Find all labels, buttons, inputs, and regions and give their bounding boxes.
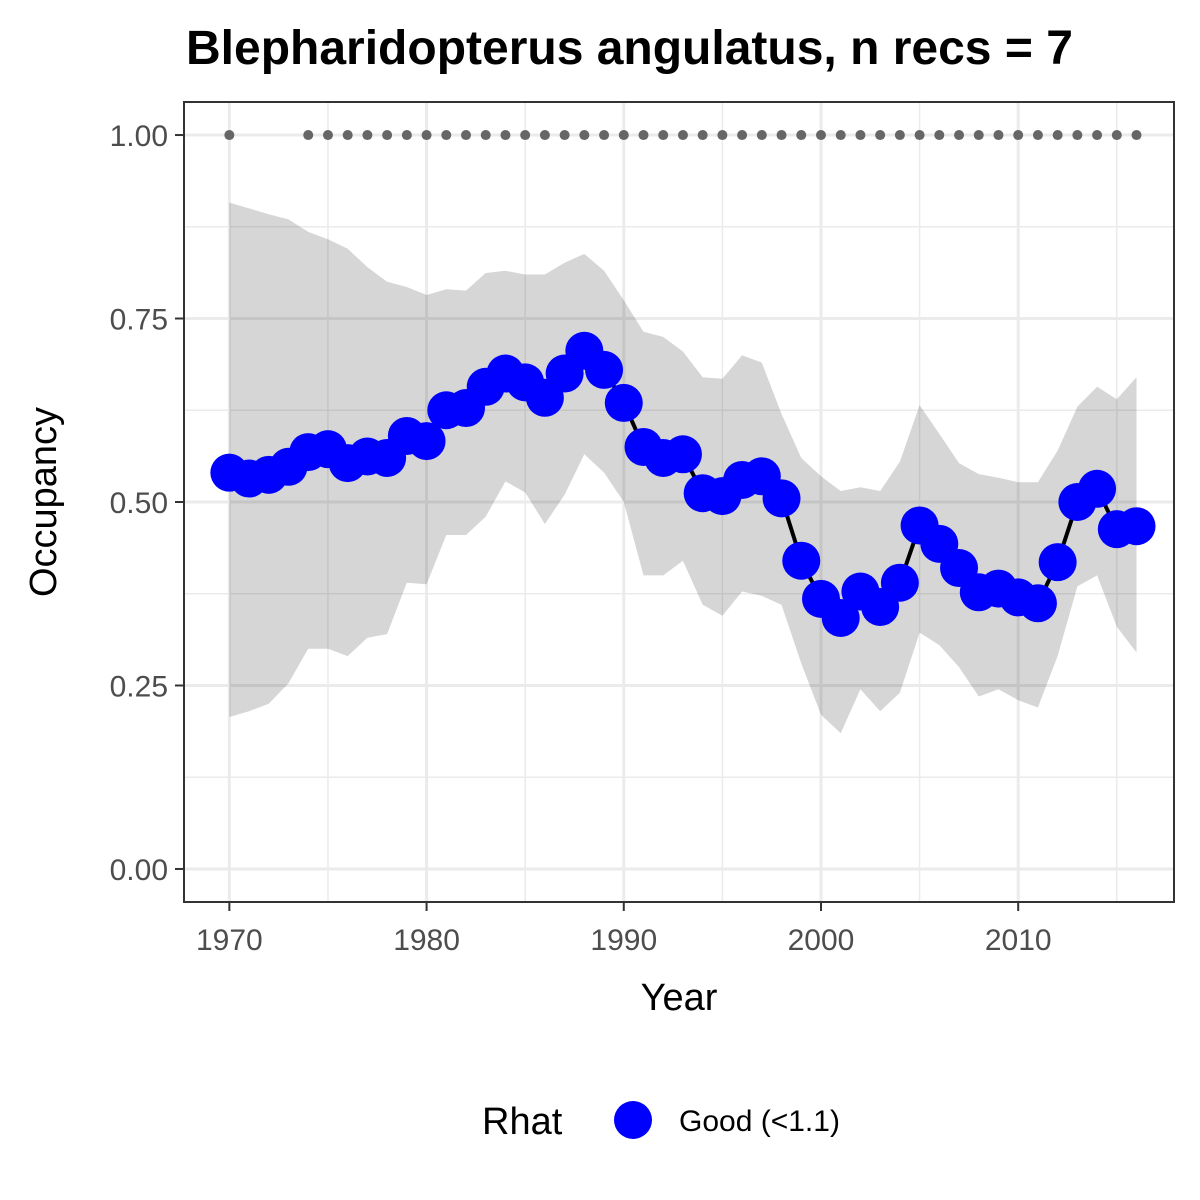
occupancy-point xyxy=(762,479,801,518)
y-tick-label: 0.50 xyxy=(110,487,168,520)
record-year-dot xyxy=(894,130,905,141)
record-year-dot xyxy=(480,130,491,141)
record-year-dot xyxy=(1032,130,1043,141)
occupancy-point xyxy=(585,350,624,389)
y-tick-label: 0.75 xyxy=(110,304,168,337)
axes: 1970 1980 1990 2000 2010 0.00 0.25 0.50 0.75 1.00 xyxy=(110,120,1052,957)
record-year-dot xyxy=(539,130,550,141)
record-year-dot xyxy=(973,130,984,141)
record-year-dot xyxy=(914,130,925,141)
record-year-dot xyxy=(1052,130,1063,141)
record-year-dot xyxy=(1072,130,1083,141)
occupancy-point xyxy=(1038,543,1077,582)
chart-title: Blepharidopterus angulatus, n recs = 7 xyxy=(186,22,1073,75)
record-year-dot xyxy=(1013,130,1024,141)
record-year-dot xyxy=(224,130,235,141)
occupancy-point xyxy=(663,435,702,474)
record-year-dot xyxy=(579,130,590,141)
record-year-dot xyxy=(875,130,886,141)
record-year-dot xyxy=(796,130,807,141)
occupancy-point xyxy=(407,422,446,461)
y-axis-title: Occupancy xyxy=(23,407,65,597)
record-year-dot xyxy=(1092,130,1103,141)
record-year-dot xyxy=(697,130,708,141)
record-year-dot xyxy=(520,130,531,141)
record-year-dot xyxy=(756,130,767,141)
occupancy-point xyxy=(604,383,643,422)
record-year-dot xyxy=(322,130,333,141)
record-year-dot xyxy=(835,130,846,141)
record-year-dot xyxy=(401,130,412,141)
y-tick-label: 1.00 xyxy=(110,120,168,153)
occupancy-point xyxy=(821,598,860,637)
record-year-dot xyxy=(500,130,511,141)
y-tick-label: 0.25 xyxy=(110,670,168,703)
record-year-dot xyxy=(1131,130,1142,141)
y-tick-label: 0.00 xyxy=(110,854,168,887)
legend: Rhat Good (<1.1) xyxy=(482,1101,840,1143)
record-year-markers xyxy=(224,130,1142,141)
record-year-dot xyxy=(658,130,669,141)
occupancy-points xyxy=(210,331,1156,637)
record-year-dot xyxy=(303,130,314,141)
record-year-dot xyxy=(855,130,866,141)
record-year-dot xyxy=(717,130,728,141)
record-year-dot xyxy=(954,130,965,141)
occupancy-point xyxy=(1117,507,1156,546)
record-year-dot xyxy=(638,130,649,141)
occupancy-point xyxy=(1078,469,1117,508)
record-year-dot xyxy=(618,130,629,141)
record-year-dot xyxy=(1111,130,1122,141)
record-year-dot xyxy=(677,130,688,141)
record-year-dot xyxy=(993,130,1004,141)
record-year-dot xyxy=(382,130,393,141)
record-year-dot xyxy=(441,130,452,141)
occupancy-point xyxy=(880,563,919,602)
record-year-dot xyxy=(362,130,373,141)
record-year-dot xyxy=(421,130,432,141)
record-year-dot xyxy=(815,130,826,141)
record-year-dot xyxy=(461,130,472,141)
occupancy-point xyxy=(1018,584,1057,623)
record-year-dot xyxy=(776,130,787,141)
legend-title: Rhat xyxy=(482,1101,563,1143)
record-year-dot xyxy=(934,130,945,141)
x-axis-title: Year xyxy=(641,977,718,1019)
x-tick-label: 2000 xyxy=(788,924,855,957)
record-year-dot xyxy=(342,130,353,141)
x-tick-label: 1970 xyxy=(196,924,263,957)
x-tick-label: 1980 xyxy=(393,924,460,957)
x-tick-label: 2010 xyxy=(985,924,1052,957)
legend-key-good xyxy=(614,1101,652,1139)
record-year-dot xyxy=(599,130,610,141)
legend-label-good: Good (<1.1) xyxy=(679,1105,840,1138)
record-year-dot xyxy=(737,130,748,141)
x-tick-label: 1990 xyxy=(590,924,657,957)
record-year-dot xyxy=(559,130,570,141)
occupancy-point xyxy=(782,541,821,580)
